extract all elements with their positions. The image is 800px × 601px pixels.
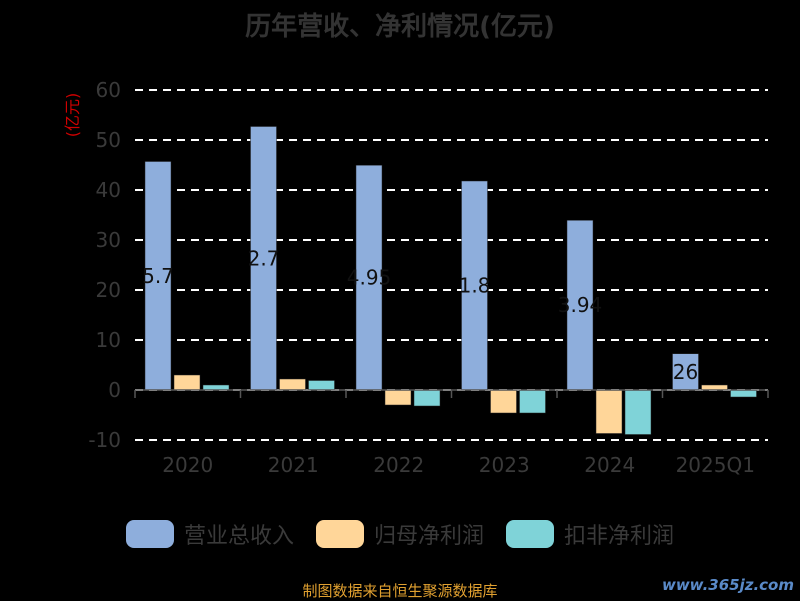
y-tick-label: 30 (96, 228, 121, 252)
legend-item[interactable]: 营业总收入 (125, 518, 294, 550)
y-tick-label: 60 (96, 78, 121, 102)
x-tick-label: 2021 (268, 453, 319, 477)
x-tick-label: 2023 (479, 453, 530, 477)
y-tick-label: 50 (96, 128, 121, 152)
y-tick-label: -10 (88, 428, 121, 452)
y-axis-unit-label: (亿元) (63, 93, 82, 138)
data-label: 26 (673, 360, 698, 384)
bar-归母净利润-2020 (173, 374, 201, 391)
bar-扣非净利润-2025Q1 (730, 389, 757, 398)
bar-扣非净利润-2024 (624, 389, 652, 435)
source-note: 制图数据来自恒生聚源数据库 (302, 582, 498, 600)
bar-扣非净利润-2021 (308, 380, 335, 391)
bar-归母净利润-2024 (595, 389, 623, 434)
y-tick-label: 40 (96, 178, 121, 202)
legend-label: 营业总收入 (183, 524, 294, 549)
legend-swatch (125, 520, 174, 548)
bar-归母净利润-2022 (384, 389, 412, 406)
x-tick-label: 2020 (162, 453, 213, 477)
watermark-logo: www.365jz.com (661, 576, 794, 594)
bar-归母净利润-2023 (490, 389, 517, 414)
data-label: 5.7 (142, 264, 174, 288)
legend-swatch (315, 520, 364, 548)
legend-item[interactable]: 扣非净利润 (506, 518, 674, 550)
bar-营业总收入-2025Q1 (672, 353, 699, 391)
y-tick-label: 0 (108, 378, 121, 402)
bar-营业总收入-2021 (250, 126, 277, 391)
chart-title: 历年营收、净利情况(亿元) (245, 12, 555, 42)
bar-营业总收入-2022 (355, 165, 383, 391)
x-tick-label: 2025Q1 (676, 453, 755, 477)
data-label: 4.95 (347, 266, 392, 290)
data-label: 2.7 (248, 246, 280, 270)
x-tick-label: 2022 (373, 453, 424, 477)
legend-label: 扣非净利润 (564, 524, 675, 549)
bar-营业总收入-2020 (144, 161, 172, 391)
x-tick-label: 2024 (584, 453, 635, 477)
legend-swatch (506, 520, 554, 548)
legend-label: 归母净利润 (373, 524, 484, 549)
y-tick-label: 10 (96, 328, 121, 352)
data-label: 3.94 (558, 293, 603, 317)
bar-归母净利润-2021 (279, 378, 306, 391)
bar-扣非净利润-2022 (413, 389, 441, 407)
bar-扣非净利润-2023 (519, 389, 546, 414)
data-label: 1.8 (459, 274, 491, 298)
legend-item[interactable]: 归母净利润 (315, 518, 484, 550)
bar-营业总收入-2024 (566, 220, 594, 391)
chart-legend: 营业总收入 归母净利润 扣非净利润 (0, 518, 800, 550)
y-tick-label: 20 (96, 278, 121, 302)
